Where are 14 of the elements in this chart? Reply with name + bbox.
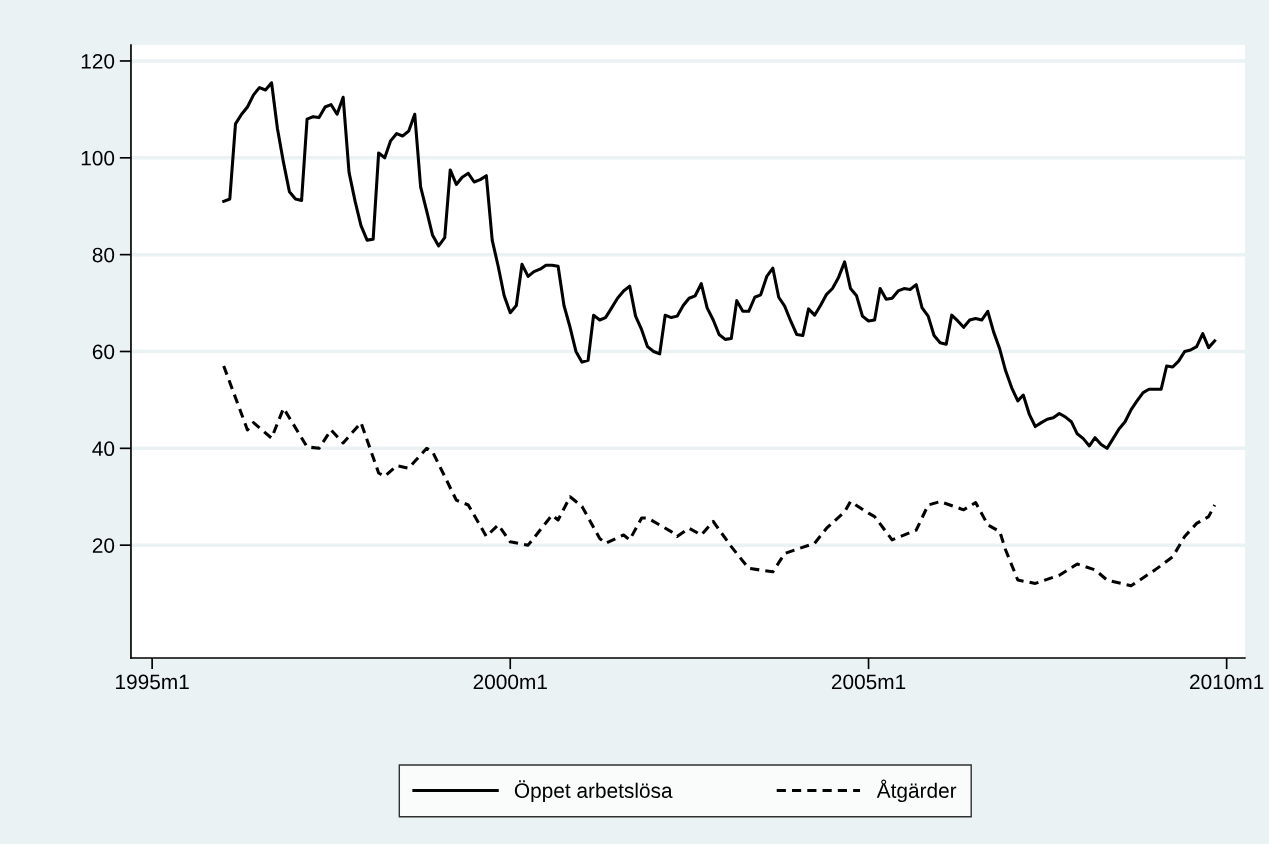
x-tick-label: 2000m1	[473, 674, 547, 690]
x-tick-label: 2005m1	[831, 674, 906, 690]
y-tick-label: 20	[92, 538, 115, 553]
legend-label: Åtgärder	[876, 779, 957, 803]
x-tick-label: 2010m1	[1190, 674, 1264, 690]
line-series	[222, 364, 1217, 588]
y-tick-label: 60	[92, 344, 115, 360]
y-tick-label: 100	[81, 150, 115, 166]
legend-label: Öppet arbetslösa	[514, 780, 673, 803]
line-series	[222, 81, 1217, 450]
x-tick-label: 1995m1	[116, 674, 189, 690]
y-tick-label: 40	[92, 441, 115, 457]
y-tick-label: 120	[81, 53, 115, 69]
y-tick-label: 80	[92, 247, 115, 263]
